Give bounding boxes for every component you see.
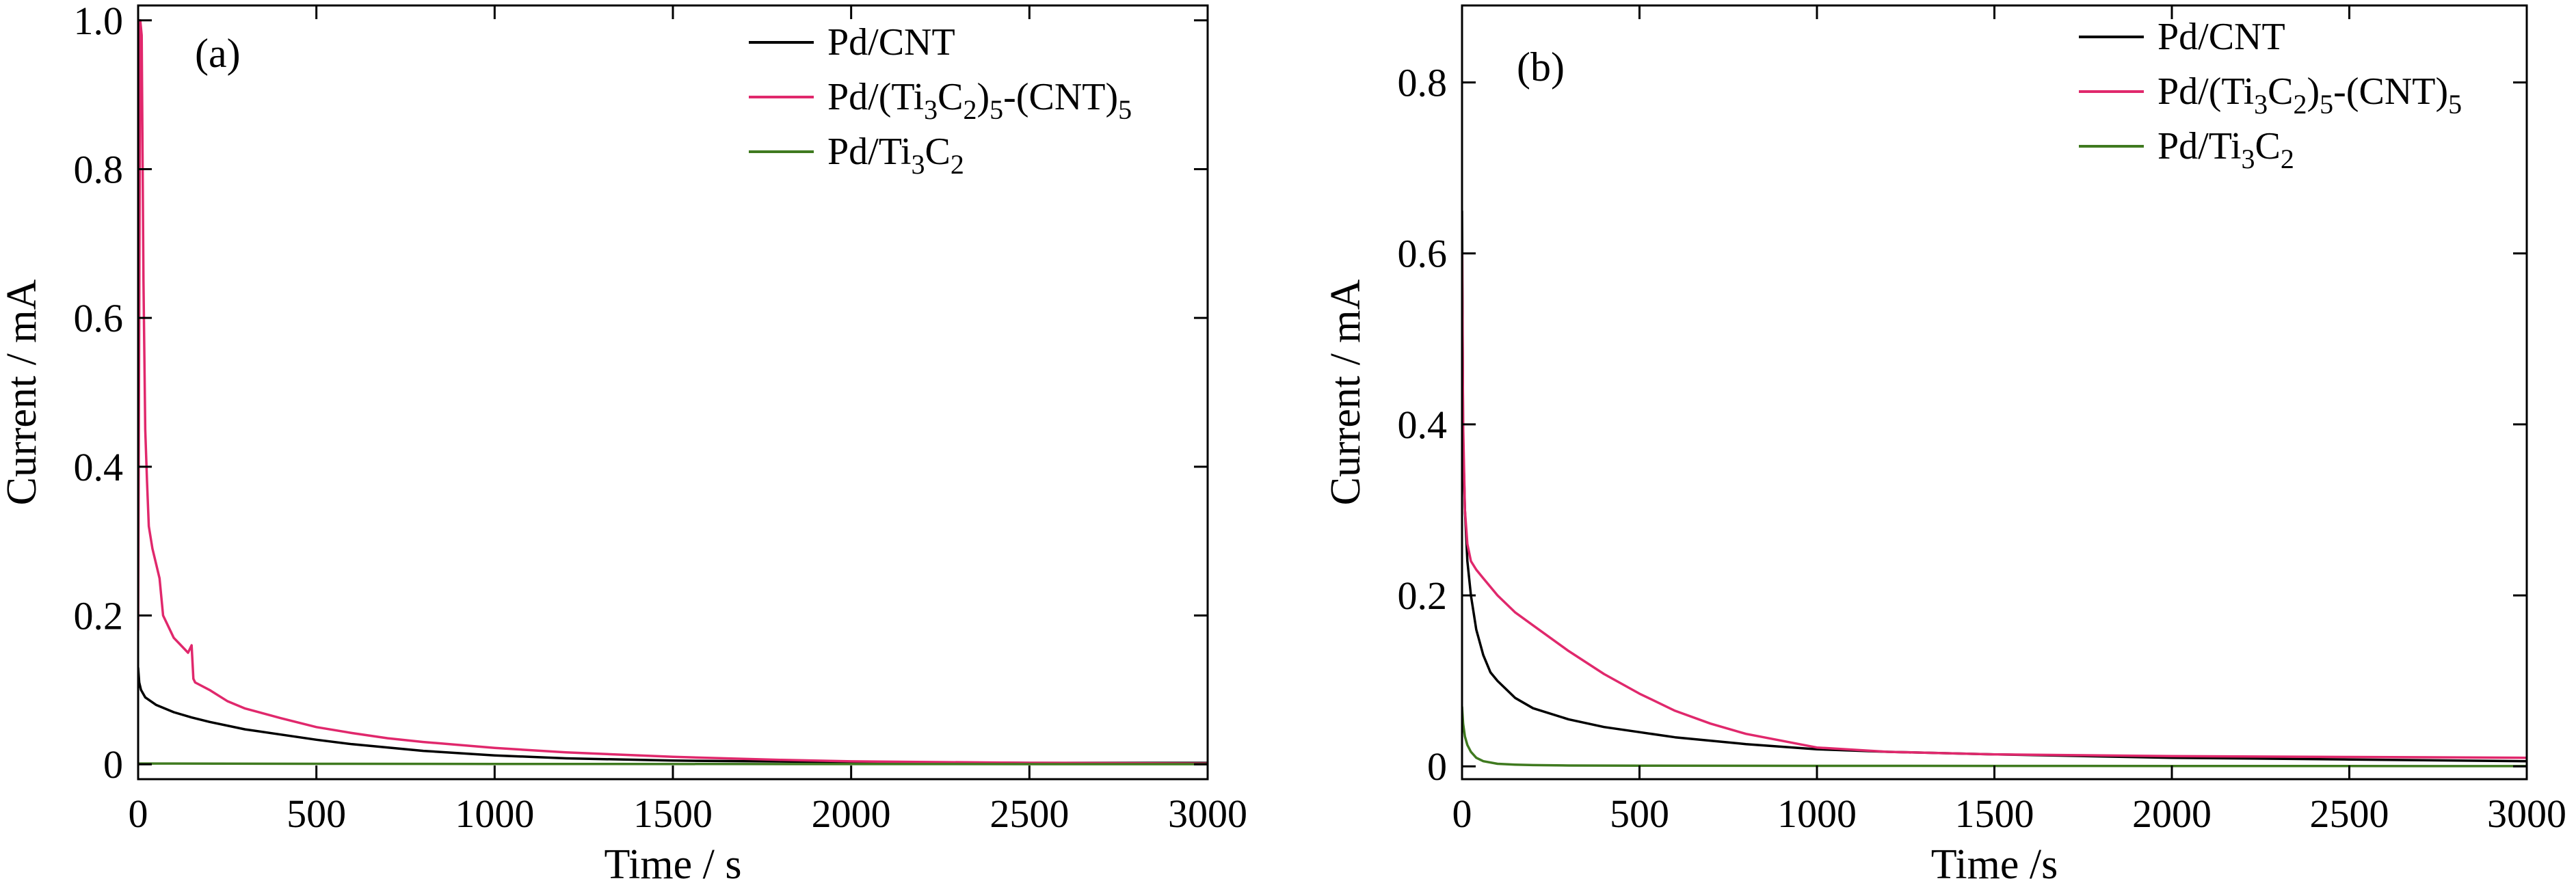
x-tick-label: 2000 [2132,791,2212,836]
x-axis-label: Time /s [1931,841,2058,888]
y-tick-label: 0.8 [1398,61,1448,105]
x-tick-label: 1500 [633,791,713,836]
y-tick-label: 0 [1427,744,1447,789]
legend-label-2: Pd/(Ti3C2)5-(CNT)5 [2157,70,2462,120]
series-line-3 [1462,706,2527,768]
plot-frame [1461,4,2528,781]
y-tick-label: 0.8 [74,147,124,191]
plot-frame [137,4,1209,781]
y-tick-label: 0 [103,742,123,787]
series-line-2 [138,19,1208,765]
y-tick-label: 0.4 [1398,403,1448,447]
x-tick-label: 0 [1452,791,1472,836]
legend-label-3: Pd/Ti3C2 [2157,125,2294,174]
series-line-1 [138,667,1208,764]
series-group [1462,211,2527,768]
legend-label-1: Pd/CNT [827,21,955,64]
x-tick-label: 3000 [1168,791,1247,836]
x-tick-label: 1000 [1777,791,1857,836]
chart-panel-a: 0 500 1000 1500 2000 2500 3000 0 0.2 0.4 0.6 0.8 1.0… [0,0,1247,888]
y-tick-label: 0.2 [1398,573,1448,618]
panel-label: (b) [1517,44,1565,90]
series-group [138,19,1208,766]
x-tick-label: 1000 [455,791,534,836]
series-line-1 [1462,211,2527,763]
x-tick-label: 2500 [990,791,1069,836]
y-axis-label: Current / mA [1323,279,1369,505]
x-tick-label: 500 [287,791,346,836]
x-tick-label: 2000 [812,791,891,836]
x-tick-label: 1500 [1955,791,2034,836]
x-axis-label: Time / s [604,841,741,888]
legend: Pd/CNT Pd/(Ti3C2)5-(CNT)5 Pd/Ti3C2 [2079,16,2462,174]
y-tick-label: 0.6 [1398,232,1448,276]
legend-label-3: Pd/Ti3C2 [827,131,964,180]
x-tick-label: 0 [129,791,148,836]
legend: Pd/CNT Pd/(Ti3C2)5-(CNT)5 Pd/Ti3C2 [749,21,1132,180]
x-tick-label: 2500 [2310,791,2389,836]
x-tick-label: 500 [1610,791,1669,836]
x-tick-label: 3000 [2487,791,2566,836]
y-axis-label: Current / mA [0,279,45,505]
y-tick-label: 0.2 [74,594,124,638]
panel-label: (a) [195,31,241,76]
series-line-3 [138,762,1208,766]
y-tick-label: 0.4 [74,445,124,489]
legend-label-1: Pd/CNT [2157,16,2285,58]
legend-label-2: Pd/(Ti3C2)5-(CNT)5 [827,76,1132,125]
series-line-2 [1462,253,2527,759]
y-tick-label: 0.6 [74,296,124,340]
y-tick-label: 1.0 [74,0,124,43]
chart-panel-b: 0 500 1000 1500 2000 2500 3000 0 0.2 0.4 0.6 0.8 Tim… [1323,4,2566,888]
